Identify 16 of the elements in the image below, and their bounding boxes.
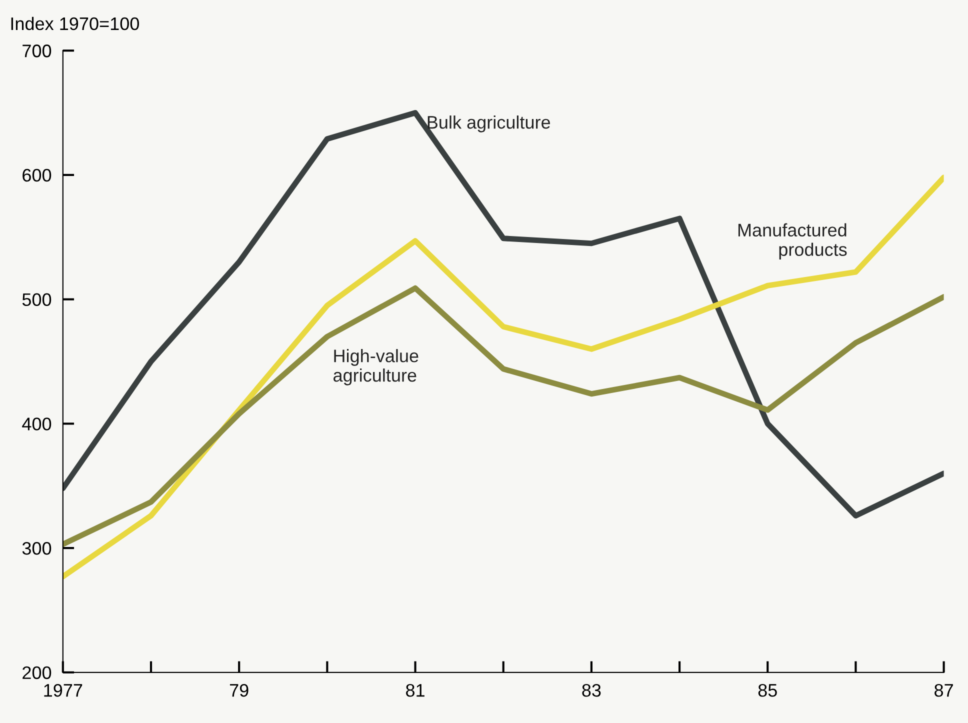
x-tick-label: 85 [758, 684, 777, 697]
x-tick-label: 81 [406, 684, 424, 697]
x-tick-label: 79 [230, 684, 248, 697]
y-tick-label: 600 [22, 168, 52, 182]
series-label: Manufactured products [738, 223, 847, 260]
y-tick-label: 500 [22, 293, 52, 306]
y-tick-label: 300 [22, 542, 52, 555]
y-tick-label: 200 [22, 666, 52, 680]
y-tick-label: 700 [22, 44, 52, 58]
x-tick-label: 1977 [44, 684, 82, 697]
series-label: High-value agriculture [334, 349, 418, 386]
y-tick-label: 400 [22, 418, 52, 430]
series-label: Bulk agriculture [428, 115, 550, 132]
x-tick-label: 83 [582, 684, 601, 697]
x-tick-label: 87 [934, 684, 953, 697]
y-axis-title: Index 1970=100 [11, 16, 139, 30]
